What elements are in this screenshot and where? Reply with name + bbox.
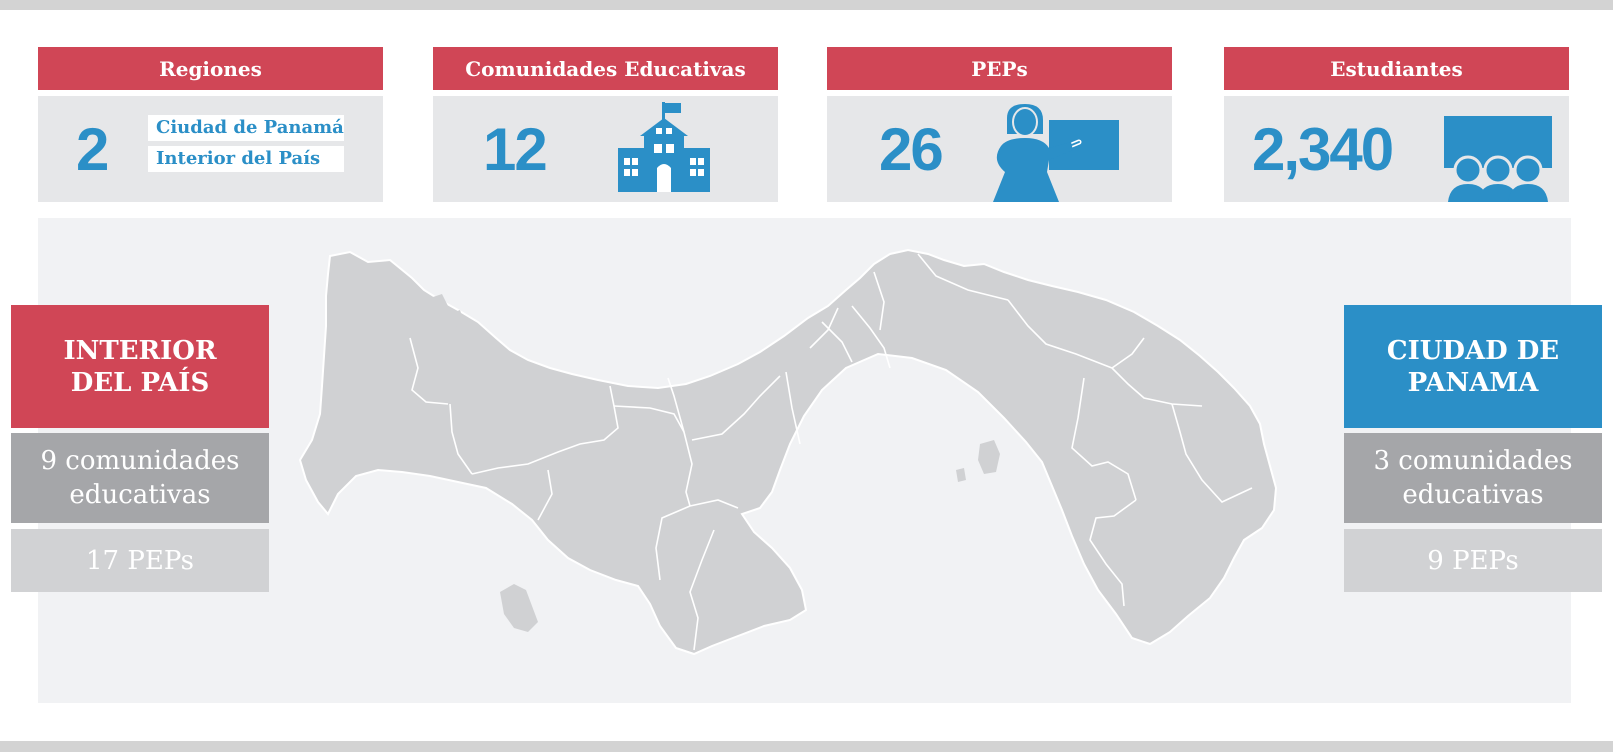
communities-value: 12 <box>483 115 548 183</box>
teacher-icon <box>987 102 1127 207</box>
island-coiba <box>500 584 538 632</box>
communities-card: Comunidades Educativas 12 <box>433 47 778 202</box>
regions-header: Regiones <box>38 47 383 90</box>
students-card: Estudiantes 2,340 <box>1224 47 1569 202</box>
island-bocas <box>430 294 448 316</box>
communities-body: 12 <box>433 96 778 202</box>
city-panel: CIUDAD DE PANAMA 3 comunidades educativa… <box>1344 305 1602 592</box>
island-pearls <box>978 440 1000 474</box>
city-peps: 9 PEPs <box>1344 529 1602 592</box>
interior-title: INTERIOR DEL PAÍS <box>11 305 269 428</box>
top-border <box>0 0 1613 10</box>
regions-body: 2 Ciudad de Panamá Interior del País <box>38 96 383 202</box>
map-panel <box>38 218 1571 703</box>
regions-card: Regiones 2 Ciudad de Panamá Interior del… <box>38 47 383 202</box>
region-item-interior: Interior del País <box>148 146 344 172</box>
students-body: 2,340 <box>1224 96 1569 202</box>
region-item-ciudad: Ciudad de Panamá <box>148 115 344 141</box>
regions-value: 2 <box>76 115 109 183</box>
communities-header: Comunidades Educativas <box>433 47 778 90</box>
island-bocas-2 <box>450 310 464 328</box>
school-icon <box>618 102 710 197</box>
regions-list: Ciudad de Panamá Interior del País <box>148 115 344 177</box>
peps-card: PEPs 26 <box>827 47 1172 202</box>
peps-value: 26 <box>879 115 944 183</box>
students-icon <box>1442 116 1554 207</box>
island-small <box>956 468 966 482</box>
interior-communities: 9 comunidades educativas <box>11 433 269 523</box>
panama-map-shape <box>298 248 1278 656</box>
interior-peps: 17 PEPs <box>11 529 269 592</box>
panama-map <box>298 248 1278 656</box>
peps-body: 26 <box>827 96 1172 202</box>
bottom-border <box>0 741 1613 752</box>
city-title: CIUDAD DE PANAMA <box>1344 305 1602 428</box>
students-value: 2,340 <box>1252 115 1394 183</box>
students-header: Estudiantes <box>1224 47 1569 90</box>
interior-panel: INTERIOR DEL PAÍS 9 comunidades educativ… <box>11 305 269 592</box>
peps-header: PEPs <box>827 47 1172 90</box>
city-communities: 3 comunidades educativas <box>1344 433 1602 523</box>
